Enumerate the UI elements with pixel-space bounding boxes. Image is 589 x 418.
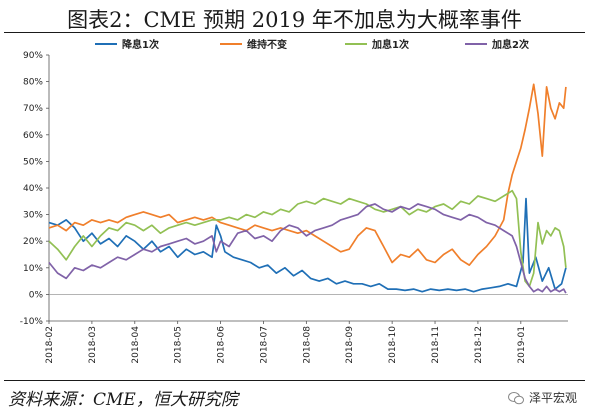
y-tick-label: 80% bbox=[23, 78, 43, 88]
x-tick-label: 2018-09 bbox=[345, 326, 355, 364]
legend-label: 加息2次 bbox=[491, 38, 529, 51]
y-tick-label: -10% bbox=[20, 317, 44, 327]
series-line-2 bbox=[48, 83, 567, 266]
legend-label: 加息1次 bbox=[371, 38, 409, 51]
x-tick-label: 2018-02 bbox=[45, 326, 55, 364]
x-tick-label: 2018-05 bbox=[174, 326, 184, 364]
wechat-icon bbox=[507, 391, 524, 404]
x-tick-label: 2018-06 bbox=[217, 326, 227, 364]
series-line-3 bbox=[48, 189, 567, 288]
x-tick-label: 2018-11 bbox=[431, 326, 441, 364]
y-tick-label: 40% bbox=[23, 184, 43, 194]
y-tick-label: 20% bbox=[23, 237, 43, 247]
watermark-text: 泽平宏观 bbox=[528, 391, 577, 405]
x-tick-label: 2018-10 bbox=[388, 326, 398, 364]
legend-label: 维持不变 bbox=[247, 38, 287, 51]
line-chart: -10% 0% 10% 20% 30% 40% 50% 60% 70% 80% 90% 2018-02… bbox=[20, 38, 568, 364]
x-tick-label: 2018-08 bbox=[302, 326, 312, 364]
x-tick-label: 2019-01 bbox=[517, 326, 527, 364]
chart-title: 图表2：CME 预期 2019 年不加息为大概率事件 bbox=[67, 8, 522, 32]
title-rule bbox=[4, 32, 585, 33]
x-tick-label: 2018-12 bbox=[474, 326, 484, 364]
y-tick-label: 10% bbox=[23, 264, 43, 274]
source-note: 资料来源：CME，恒大研究院 bbox=[8, 390, 238, 410]
footer-rule bbox=[4, 380, 585, 381]
x-tick-label: 2018-07 bbox=[259, 326, 269, 364]
y-tick-label: 90% bbox=[23, 51, 43, 61]
y-tick-label: 70% bbox=[23, 104, 43, 114]
y-tick-label: 60% bbox=[23, 131, 43, 141]
watermark: 泽平宏观 bbox=[507, 389, 577, 406]
series-line-1 bbox=[48, 197, 567, 293]
legend-label: 降息1次 bbox=[122, 38, 159, 51]
y-tick-label: 0% bbox=[29, 290, 44, 300]
series-line-4 bbox=[48, 203, 567, 294]
x-tick-label: 2018-04 bbox=[131, 326, 141, 364]
x-tick-label: 2018-03 bbox=[88, 326, 98, 364]
y-tick-label: 50% bbox=[23, 157, 43, 167]
y-tick-label: 30% bbox=[23, 211, 43, 221]
